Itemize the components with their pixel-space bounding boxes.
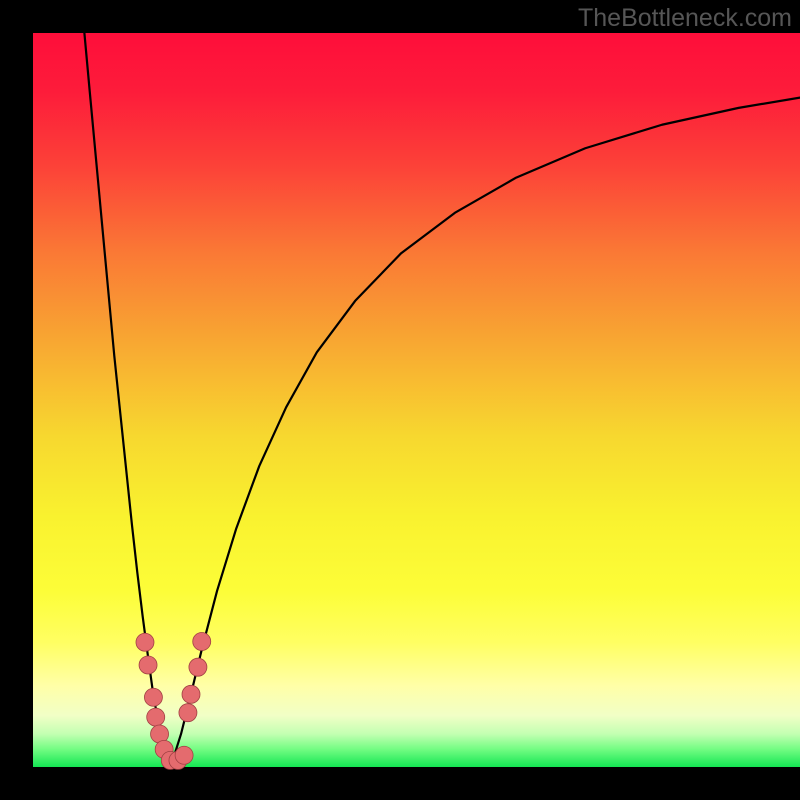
chart-overlay-svg [33, 33, 800, 767]
plot-area [33, 33, 800, 767]
marker-point [147, 708, 165, 726]
marker-point [144, 688, 162, 706]
marker-point [136, 633, 154, 651]
chart-stage: TheBottleneck.com [0, 0, 800, 800]
marker-point [179, 704, 197, 722]
marker-point [189, 658, 207, 676]
watermark-text: TheBottleneck.com [578, 4, 792, 33]
marker-point [139, 656, 157, 674]
marker-point [182, 685, 200, 703]
curve-right-branch [169, 98, 800, 766]
marker-point [175, 746, 193, 764]
marker-point [193, 632, 211, 650]
curve-left-branch [84, 33, 168, 766]
